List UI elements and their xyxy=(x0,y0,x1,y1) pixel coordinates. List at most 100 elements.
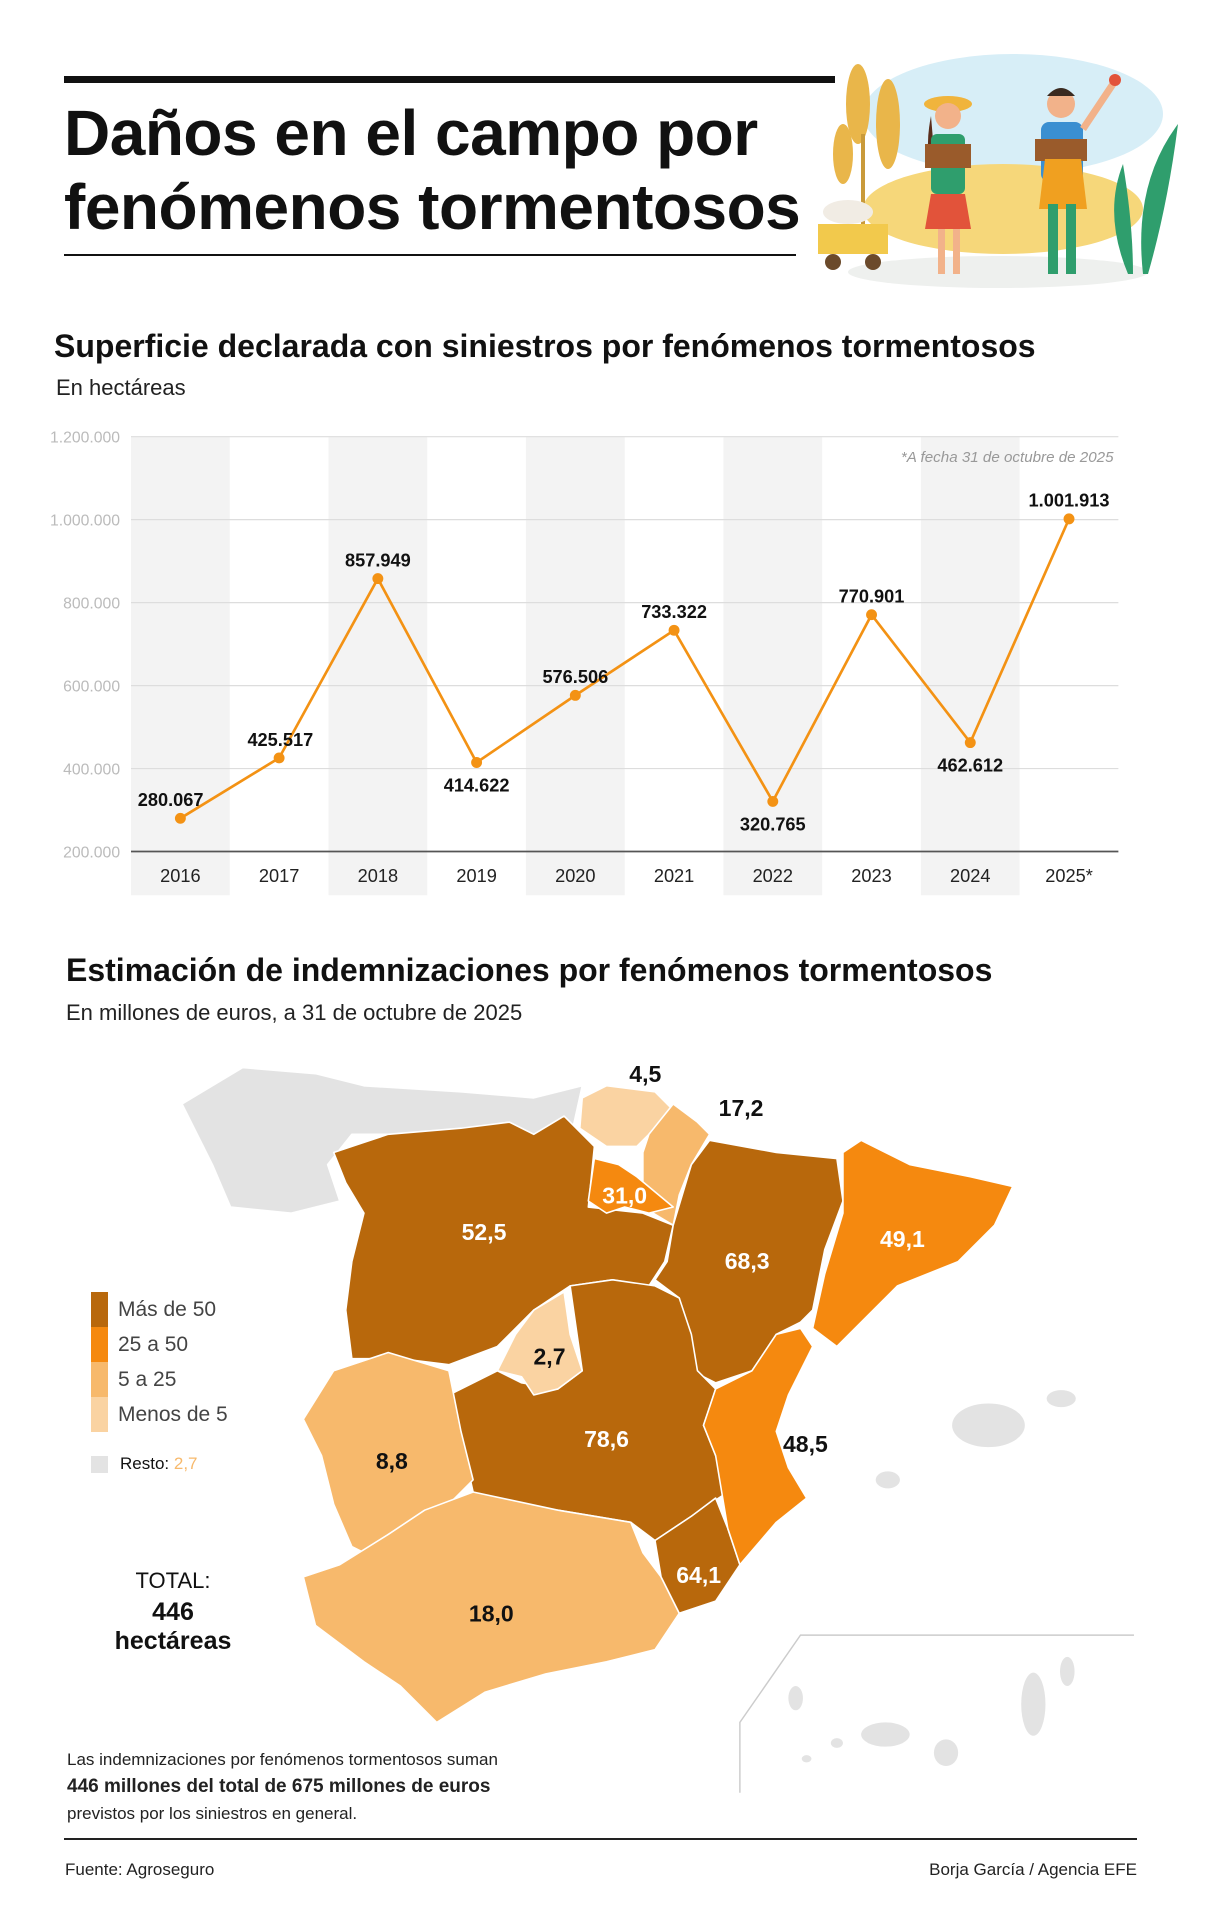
legend-item: Más de 50 xyxy=(91,1292,228,1327)
legend-label: Menos de 5 xyxy=(118,1402,228,1426)
data-point xyxy=(964,737,976,749)
data-label: 857.949 xyxy=(345,550,411,570)
x-tick-label: 2019 xyxy=(456,866,496,886)
region-cataluna xyxy=(811,1139,1014,1348)
bottom-rule xyxy=(64,1838,1137,1840)
legend-swatch xyxy=(91,1455,108,1473)
x-tick-label: 2020 xyxy=(555,866,595,886)
background-band xyxy=(328,436,428,896)
background-band xyxy=(723,436,823,896)
legend-item: Menos de 5 xyxy=(91,1397,228,1432)
legend-swatch xyxy=(91,1397,108,1432)
label-madrid: 2,7 xyxy=(534,1344,566,1370)
y-tick-label: 600.000 xyxy=(63,679,120,696)
data-label: 1.001.913 xyxy=(1029,491,1110,511)
x-tick-label: 2017 xyxy=(259,866,299,886)
man-farmer-icon xyxy=(1035,74,1121,274)
label-castilla-leon: 52,5 xyxy=(462,1219,507,1245)
region-la-rioja xyxy=(587,1157,674,1214)
data-point xyxy=(471,757,483,768)
resto-label: Resto: xyxy=(120,1454,170,1473)
balearic-islands xyxy=(875,1390,1076,1489)
data-label: 576.506 xyxy=(542,667,608,687)
total-value: 446 hectáreas xyxy=(114,1598,232,1655)
title-underline xyxy=(64,254,796,256)
background-band xyxy=(525,436,625,896)
wheat-icon xyxy=(833,64,900,254)
y-tick-label: 1.000.000 xyxy=(50,513,120,530)
legend-label: Más de 50 xyxy=(118,1297,217,1321)
data-point xyxy=(668,624,680,636)
plant-icon xyxy=(1114,124,1178,274)
title-line-1: Daños en el campo por xyxy=(64,97,758,169)
data-point xyxy=(866,609,877,621)
legend-swatch xyxy=(91,1292,108,1327)
region-valencia xyxy=(702,1327,814,1566)
x-tick-label: 2022 xyxy=(753,866,793,886)
label-andalucia: 18,0 xyxy=(469,1601,514,1627)
footnote-line-bold: 446 millones del total de 675 millones d… xyxy=(67,1776,491,1797)
label-aragon: 68,3 xyxy=(725,1248,770,1274)
map-legend: Más de 50 25 a 50 5 a 25 Menos de 5 Rest… xyxy=(91,1292,228,1474)
legend-item: 5 a 25 xyxy=(91,1362,228,1397)
footnote: Las indemnizaciones por fenómenos tormen… xyxy=(67,1746,498,1827)
label-castilla-la-mancha: 78,6 xyxy=(584,1426,629,1452)
footnote-line: Las indemnizaciones por fenómenos tormen… xyxy=(67,1750,498,1769)
data-point xyxy=(1063,513,1075,525)
data-label: 320.765 xyxy=(740,815,806,835)
total-label: TOTAL: xyxy=(135,1568,211,1593)
data-label: 462.612 xyxy=(937,756,1003,776)
label-navarra: 17,2 xyxy=(719,1095,764,1121)
cart-icon xyxy=(818,200,888,270)
data-point xyxy=(273,752,285,764)
x-tick-label: 2016 xyxy=(160,866,200,886)
farmers-illustration xyxy=(818,54,1178,288)
footnote-line: previstos por los siniestros en general. xyxy=(67,1804,358,1823)
label-murcia: 64,1 xyxy=(676,1562,721,1588)
region-andalucia xyxy=(302,1491,681,1724)
page-title: Daños en el campo por fenómenos tormento… xyxy=(64,96,801,244)
legend-label: 25 a 50 xyxy=(118,1332,189,1356)
region-madrid xyxy=(496,1291,584,1396)
resto-value: 2,7 xyxy=(173,1454,198,1473)
label-valencia: 48,5 xyxy=(783,1431,828,1457)
credit: Borja García / Agencia EFE xyxy=(929,1860,1137,1879)
series-line xyxy=(179,518,1071,820)
x-tick-label: 2021 xyxy=(654,866,694,886)
source: Fuente: Agroseguro xyxy=(65,1860,215,1879)
top-rule xyxy=(64,76,835,83)
legend-label: 5 a 25 xyxy=(118,1367,177,1391)
x-tick-label: 2025* xyxy=(1045,866,1093,886)
legend-item: 25 a 50 xyxy=(91,1327,228,1362)
data-point xyxy=(174,812,186,824)
title-line-2: fenómenos tormentosos xyxy=(64,171,801,243)
x-tick-label: 2024 xyxy=(950,866,990,886)
legend-swatch xyxy=(91,1362,108,1397)
data-label: 733.322 xyxy=(641,602,707,622)
spain-map: 4,5 17,2 31,0 52,5 68,3 49,1 2,7 78,6 8,… xyxy=(181,1061,1134,1793)
y-tick-label: 800.000 xyxy=(63,596,120,613)
x-tick-label: 2018 xyxy=(358,866,398,886)
background-band xyxy=(131,436,230,896)
y-tick-label: 400.000 xyxy=(63,762,120,779)
section2-subtitle: En millones de euros, a 31 de octubre de… xyxy=(66,1000,523,1025)
data-point xyxy=(569,689,581,701)
section1-title: Superficie declarada con siniestros por … xyxy=(54,328,1036,364)
data-point xyxy=(372,573,384,585)
woman-farmer-icon xyxy=(924,96,972,274)
total-box: TOTAL: 446 hectáreas xyxy=(93,1568,253,1656)
canary-islands xyxy=(788,1656,1075,1767)
label-cataluna: 49,1 xyxy=(880,1226,925,1252)
label-pais-vasco: 4,5 xyxy=(629,1061,661,1087)
label-extremadura: 8,8 xyxy=(376,1448,408,1474)
data-label: 414.622 xyxy=(444,776,510,796)
chart-note: *A fecha 31 de octubre de 2025 xyxy=(901,449,1114,466)
label-la-rioja: 31,0 xyxy=(602,1182,647,1208)
y-tick-label: 1.200.000 xyxy=(50,430,120,447)
legend-swatch xyxy=(91,1327,108,1362)
region-aragon xyxy=(654,1139,844,1384)
canary-inset-frame xyxy=(739,1634,1134,1793)
x-tick-label: 2023 xyxy=(851,866,891,886)
data-label: 280.067 xyxy=(138,790,204,810)
